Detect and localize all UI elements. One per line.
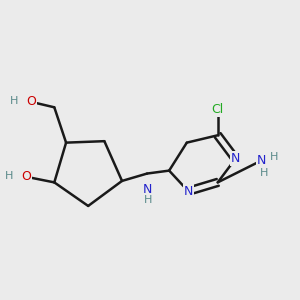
Text: H: H <box>270 152 278 162</box>
Text: H: H <box>260 168 269 178</box>
Text: O: O <box>26 95 36 108</box>
Text: N: N <box>231 152 240 165</box>
Text: H: H <box>10 96 18 106</box>
Text: Cl: Cl <box>212 103 224 116</box>
Text: H: H <box>143 195 152 205</box>
Text: N: N <box>142 183 152 196</box>
Text: O: O <box>21 170 31 183</box>
Text: H: H <box>5 171 14 181</box>
Text: N: N <box>184 185 193 198</box>
Text: N: N <box>257 154 267 167</box>
